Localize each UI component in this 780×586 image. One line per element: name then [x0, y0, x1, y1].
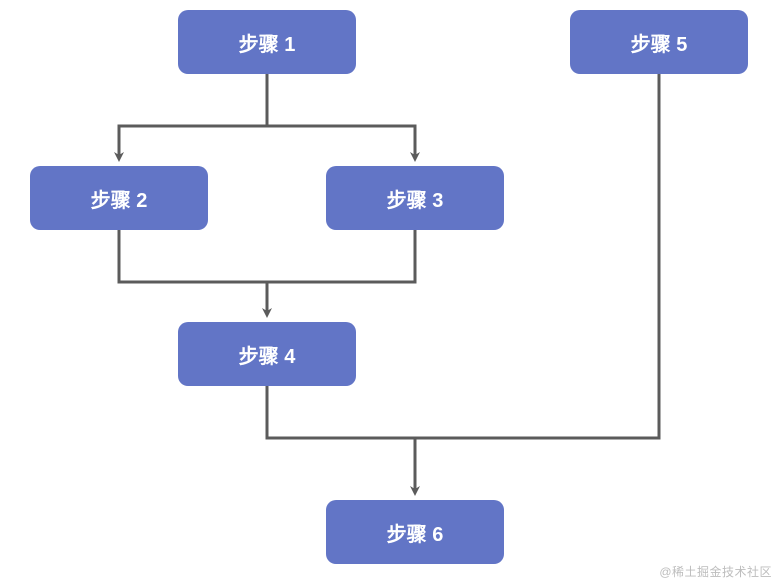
flowchart-node-step4: 步骤 4: [178, 322, 356, 386]
edge-step3-to-step4: [267, 230, 415, 314]
node-label: 步骤 4: [239, 340, 296, 369]
flowchart-node-step3: 步骤 3: [326, 166, 504, 230]
edge-step1-to-step3: [267, 74, 415, 158]
flowchart-node-step2: 步骤 2: [30, 166, 208, 230]
flowchart-node-step6: 步骤 6: [326, 500, 504, 564]
node-label: 步骤 1: [239, 28, 296, 57]
edge-step4-to-step6: [267, 386, 415, 492]
edge-step1-to-step2: [119, 74, 267, 158]
edge-step2-to-step4: [119, 230, 267, 314]
edge-step5-to-step6: [415, 74, 659, 492]
flowchart-node-step1: 步骤 1: [178, 10, 356, 74]
node-label: 步骤 2: [91, 184, 148, 213]
node-label: 步骤 5: [631, 28, 688, 57]
flowchart-edges: [0, 0, 780, 586]
watermark-text: @稀土掘金技术社区: [659, 563, 772, 580]
node-label: 步骤 6: [387, 518, 444, 547]
flowchart-node-step5: 步骤 5: [570, 10, 748, 74]
node-label: 步骤 3: [387, 184, 444, 213]
